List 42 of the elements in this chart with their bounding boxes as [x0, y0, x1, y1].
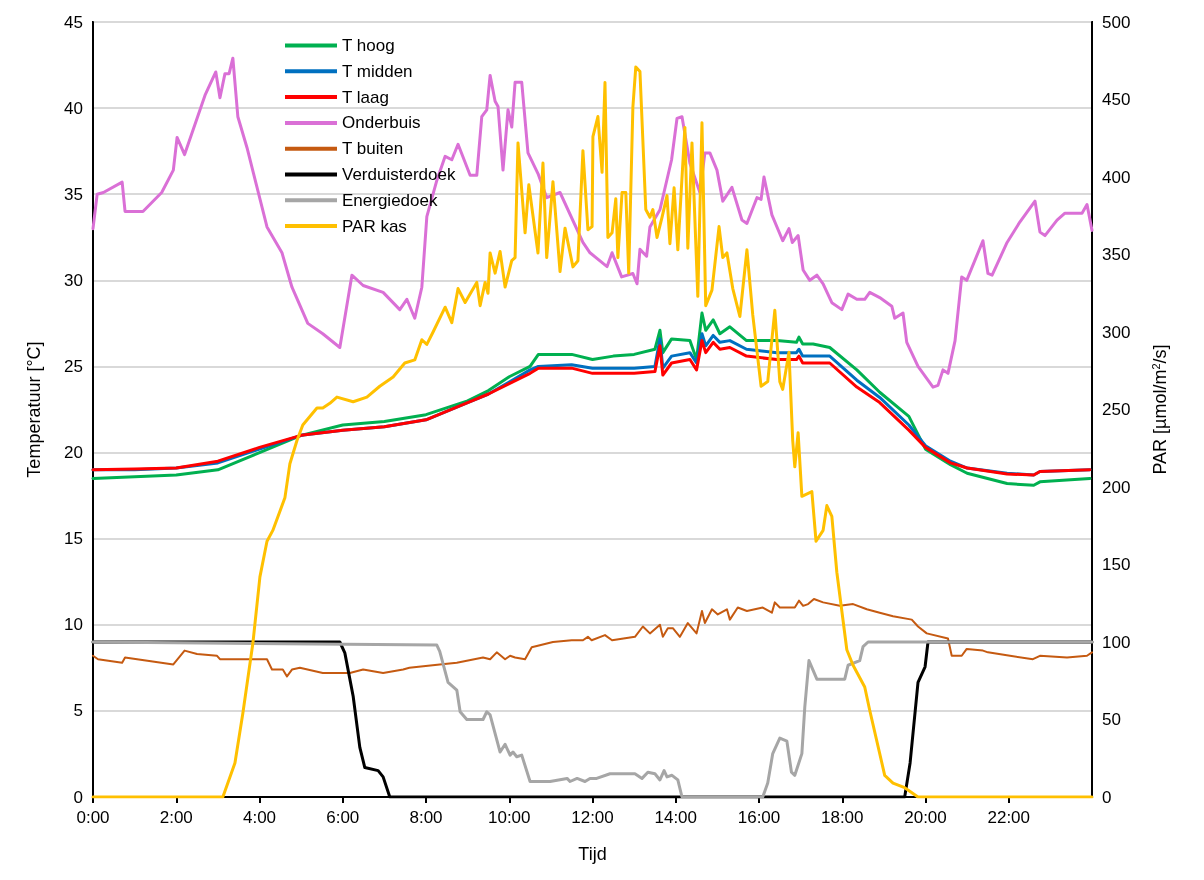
y2-tick-label: 400: [1102, 167, 1131, 187]
y-tick-label: 45: [64, 12, 83, 32]
y-tick-label: 25: [64, 356, 83, 376]
y2-tick-label: 150: [1102, 555, 1131, 574]
y-tick-label: 40: [64, 98, 83, 118]
x-tick-label: 20:00: [904, 808, 947, 827]
x-tick-label: 22:00: [987, 808, 1031, 827]
y2-tick-label: 200: [1102, 477, 1131, 497]
x-tick-label: 18:00: [820, 808, 864, 827]
x-axis-title: Tijd: [578, 844, 607, 864]
y-tick-label: 15: [64, 529, 83, 549]
legend-label: PAR kas: [342, 216, 407, 236]
y-tick-label: 0: [73, 787, 83, 807]
legend-label: T laag: [342, 87, 389, 107]
y2-tick-label: 250: [1102, 400, 1131, 419]
legend-label: Onderbuis: [342, 113, 421, 133]
x-tick-label: 14:00: [654, 808, 698, 827]
legend-label: T buiten: [342, 139, 404, 159]
y-axis-title: Temperatuur [°C]: [24, 341, 44, 478]
legend-label: T hoog: [342, 36, 395, 55]
x-tick-label: 10:00: [487, 808, 531, 827]
y2-tick-label: 450: [1102, 90, 1131, 109]
y-tick-label: 10: [64, 615, 83, 635]
x-tick-label: 4:00: [242, 808, 277, 827]
y-tick-label: 5: [73, 701, 83, 721]
y-tick-label: 20: [64, 443, 83, 463]
x-tick-label: 2:00: [159, 808, 193, 827]
y2-tick-label: 100: [1102, 632, 1131, 652]
x-tick-label: 8:00: [409, 808, 443, 827]
y2-tick-label: 300: [1102, 322, 1131, 342]
y2-tick-label: 350: [1102, 245, 1131, 264]
y-tick-label: 30: [64, 270, 83, 290]
x-tick-label: 16:00: [737, 808, 781, 827]
y2-tick-label: 50: [1102, 710, 1121, 729]
x-tick-label: 0:00: [76, 808, 110, 827]
x-tick-label: 12:00: [571, 808, 614, 827]
x-tick-label: 6:00: [326, 808, 360, 827]
y2-tick-label: 500: [1102, 12, 1131, 32]
y2-tick-label: 0: [1102, 787, 1112, 807]
y-tick-label: 35: [64, 184, 83, 204]
y2-axis-title: PAR [µmol/m2/s]: [1149, 344, 1170, 475]
legend-label: T midden: [342, 61, 413, 81]
